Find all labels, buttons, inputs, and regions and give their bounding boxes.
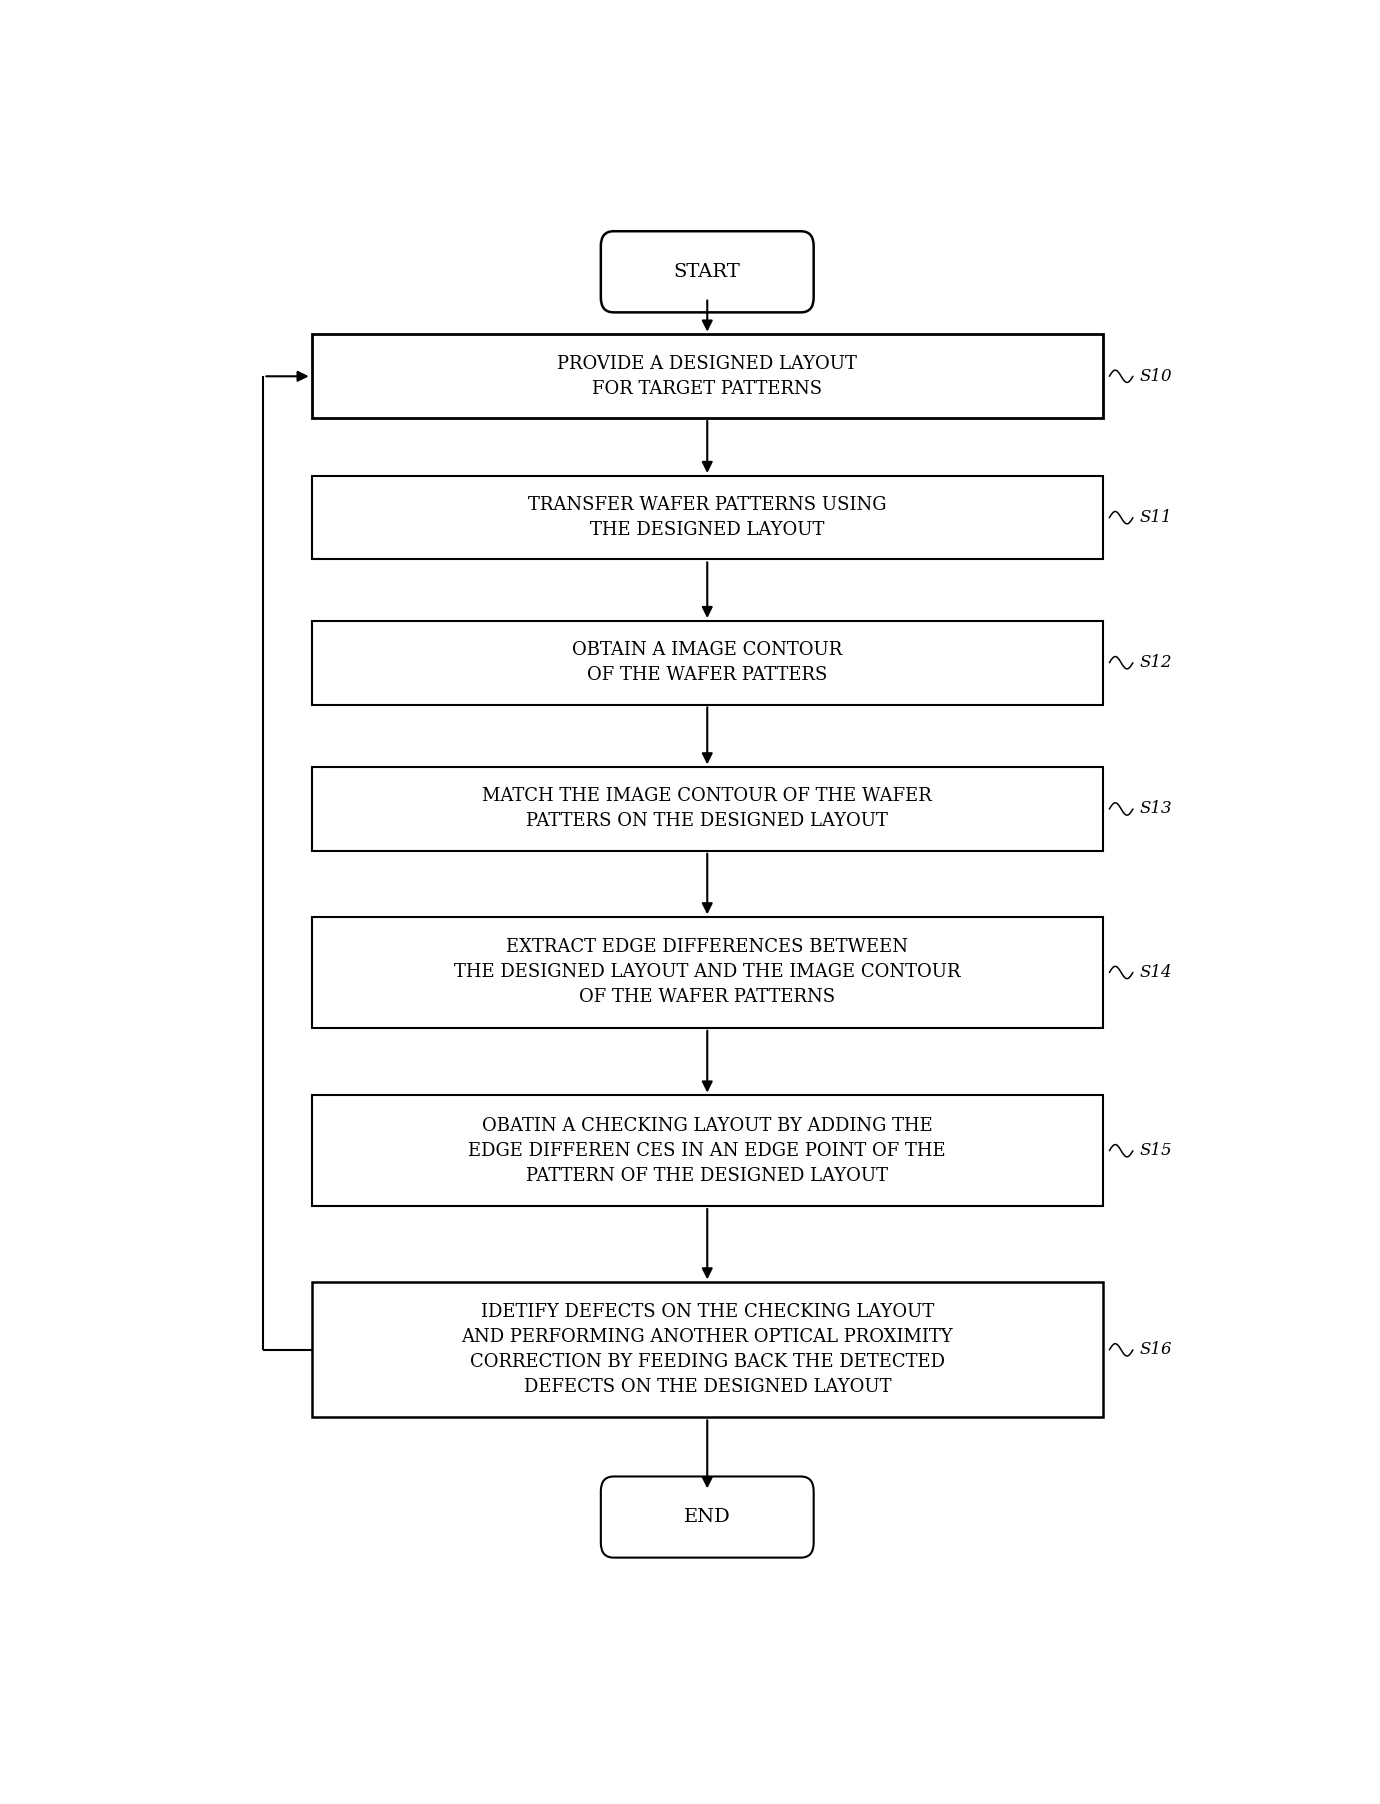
Text: IDETIFY DEFECTS ON THE CHECKING LAYOUT
AND PERFORMING ANOTHER OPTICAL PROXIMITY
: IDETIFY DEFECTS ON THE CHECKING LAYOUT A… bbox=[461, 1302, 954, 1396]
FancyBboxPatch shape bbox=[600, 1476, 814, 1557]
Bar bbox=[312, 1283, 1103, 1418]
Text: S10: S10 bbox=[1140, 368, 1172, 384]
Text: EXTRACT EDGE DIFFERENCES BETWEEN
THE DESIGNED LAYOUT AND THE IMAGE CONTOUR
OF TH: EXTRACT EDGE DIFFERENCES BETWEEN THE DES… bbox=[454, 938, 960, 1007]
Text: TRANSFER WAFER PATTERNS USING
THE DESIGNED LAYOUT: TRANSFER WAFER PATTERNS USING THE DESIGN… bbox=[529, 496, 886, 539]
Text: START: START bbox=[673, 263, 741, 281]
Text: OBATIN A CHECKING LAYOUT BY ADDING THE
EDGE DIFFEREN CES IN AN EDGE POINT OF THE: OBATIN A CHECKING LAYOUT BY ADDING THE E… bbox=[468, 1117, 947, 1185]
Text: OBTAIN A IMAGE CONTOUR
OF THE WAFER PATTERS: OBTAIN A IMAGE CONTOUR OF THE WAFER PATT… bbox=[573, 640, 842, 684]
Bar bbox=[312, 1095, 1103, 1207]
Text: END: END bbox=[684, 1508, 730, 1526]
Text: S13: S13 bbox=[1140, 801, 1172, 817]
Bar bbox=[312, 767, 1103, 851]
Text: PROVIDE A DESIGNED LAYOUT
FOR TARGET PATTERNS: PROVIDE A DESIGNED LAYOUT FOR TARGET PAT… bbox=[558, 355, 857, 399]
Bar bbox=[312, 621, 1103, 705]
Text: MATCH THE IMAGE CONTOUR OF THE WAFER
PATTERS ON THE DESIGNED LAYOUT: MATCH THE IMAGE CONTOUR OF THE WAFER PAT… bbox=[483, 788, 932, 830]
FancyBboxPatch shape bbox=[600, 231, 814, 312]
Text: S14: S14 bbox=[1140, 963, 1172, 981]
Text: S15: S15 bbox=[1140, 1142, 1172, 1160]
Bar bbox=[312, 334, 1103, 419]
Text: S11: S11 bbox=[1140, 509, 1172, 527]
Text: S16: S16 bbox=[1140, 1342, 1172, 1358]
Bar bbox=[312, 476, 1103, 559]
Text: S12: S12 bbox=[1140, 655, 1172, 671]
Bar bbox=[312, 916, 1103, 1028]
